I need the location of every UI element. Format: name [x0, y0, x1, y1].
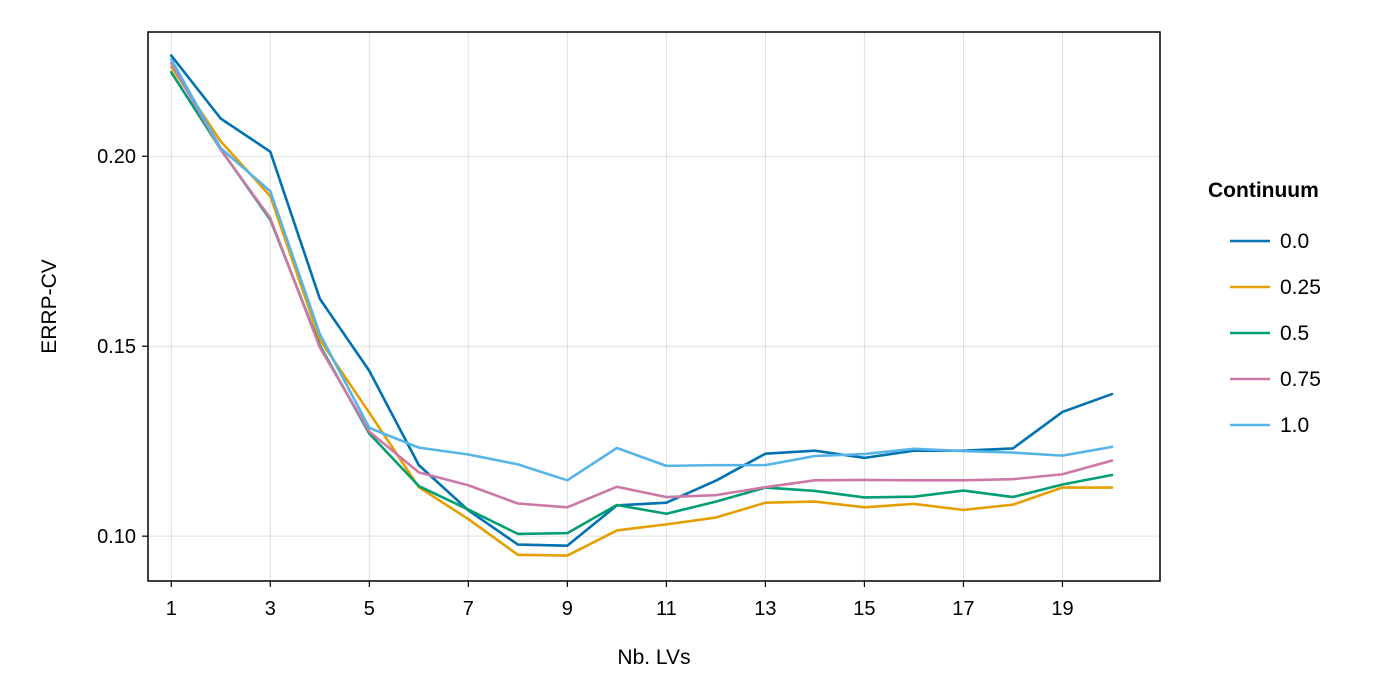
y-axis-label: ERRP-CV [38, 259, 61, 354]
x-tick-label: 11 [656, 598, 677, 620]
x-tick-label: 15 [853, 598, 875, 620]
series-lines [169, 54, 1114, 557]
x-tick-label: 7 [463, 598, 474, 620]
legend-items: 0.0 0.25 0.5 0.75 1.0 [1230, 230, 1321, 437]
x-tick-label: 3 [265, 598, 276, 620]
grid-lines [148, 32, 1160, 581]
legend-label: 0.25 [1280, 276, 1321, 299]
legend: Continuum 0.0 0.25 0.5 0.75 1.0 [1208, 179, 1321, 437]
x-tick-label: 17 [952, 598, 974, 620]
x-axis-label: Nb. LVs [617, 646, 690, 669]
x-tick-label: 13 [754, 598, 776, 620]
legend-label: 0.5 [1280, 322, 1309, 345]
legend-label: 0.75 [1280, 368, 1321, 391]
legend-label: 1.0 [1280, 414, 1309, 437]
y-tick-label: 0.20 [97, 146, 136, 168]
x-tick-label: 9 [562, 598, 573, 620]
y-axis-ticks: 0.10 0.15 0.20 [97, 146, 148, 548]
legend-label: 0.0 [1280, 230, 1309, 253]
legend-title: Continuum [1208, 179, 1319, 202]
y-tick-label: 0.10 [97, 526, 136, 548]
series-line-3 [169, 61, 1114, 509]
x-axis-ticks: 1 3 5 7 9 11 13 15 17 19 [166, 581, 1074, 620]
x-tick-label: 5 [364, 598, 375, 620]
x-tick-label: 19 [1051, 598, 1073, 620]
x-tick-label: 1 [166, 598, 177, 620]
plot-frame [147, 31, 1161, 582]
series-line-4 [169, 58, 1114, 482]
y-tick-label: 0.15 [97, 336, 136, 358]
